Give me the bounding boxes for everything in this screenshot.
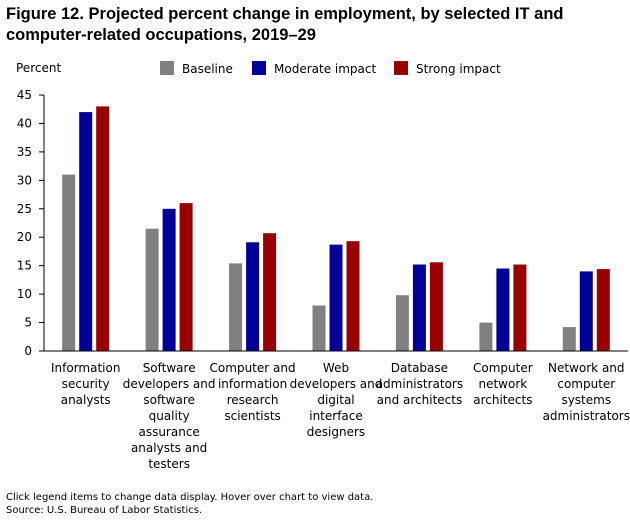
y-tick-label: 15	[17, 259, 32, 273]
legend-item-baseline[interactable]: Baseline	[160, 61, 233, 76]
bar-strong-impact[interactable]	[513, 264, 527, 352]
y-tick-label: 25	[17, 202, 32, 216]
bar-baseline[interactable]	[145, 228, 159, 351]
legend-label: Baseline	[182, 62, 233, 76]
x-category-label: Database administrators and architects	[376, 361, 463, 407]
bar-strong-impact[interactable]	[96, 106, 110, 352]
bar-moderate-impact[interactable]	[329, 244, 343, 351]
legend-item-strong-impact[interactable]: Strong impact	[394, 61, 501, 76]
x-category-label: Computer and information research scientist…	[210, 361, 296, 423]
bar-strong-impact[interactable]	[263, 233, 277, 351]
bar-baseline[interactable]	[62, 174, 76, 351]
y-tick-label: 35	[17, 145, 32, 159]
source-note: Source: U.S. Bureau of Labor Statistics.	[6, 504, 203, 516]
bar-moderate-impact[interactable]	[79, 112, 93, 351]
y-tick-label: 45	[17, 88, 32, 102]
y-tick-label: 5	[24, 316, 32, 330]
x-category-label: Information security analysts	[51, 361, 120, 407]
bar-strong-impact[interactable]	[179, 203, 193, 351]
y-axis: 0 5 10 15 20 25 30 35 40 45	[17, 88, 44, 358]
legend-swatch	[252, 61, 266, 75]
legend-label: Strong impact	[416, 62, 501, 76]
bar-baseline[interactable]	[312, 305, 326, 352]
y-tick-label: 30	[17, 173, 32, 187]
chart-title: Figure 12. Projected percent change in e…	[6, 5, 564, 44]
legend-swatch	[160, 61, 174, 75]
footnotes: Click legend items to change data displa…	[6, 492, 373, 517]
y-tick-label: 40	[17, 116, 32, 130]
bar-moderate-impact[interactable]	[496, 268, 510, 352]
x-category-label: Network and computer systems administrators	[543, 361, 630, 423]
y-tick-label: 0	[24, 344, 32, 358]
x-category-label: Computer network architects	[473, 361, 533, 407]
bar-baseline[interactable]	[395, 295, 409, 351]
legend[interactable]: Baseline Moderate impact Strong impact	[160, 61, 501, 76]
bar-strong-impact[interactable]	[346, 241, 360, 351]
bar-baseline[interactable]	[479, 322, 493, 351]
interaction-note: Click legend items to change data displa…	[6, 492, 374, 503]
legend-swatch	[394, 61, 408, 75]
y-tick-label: 10	[17, 287, 32, 301]
bar-baseline[interactable]	[562, 327, 576, 351]
x-category-label: Software developers and software quality ass…	[123, 361, 216, 471]
bar-moderate-impact[interactable]	[412, 264, 426, 352]
bar-moderate-impact[interactable]	[246, 242, 260, 351]
legend-item-moderate-impact[interactable]: Moderate impact	[252, 61, 376, 76]
bar-baseline[interactable]	[229, 263, 243, 351]
y-axis-label: Percent	[16, 61, 61, 75]
bar-moderate-impact[interactable]	[579, 271, 593, 351]
bar-strong-impact[interactable]	[429, 262, 443, 351]
bars[interactable]	[62, 106, 610, 352]
legend-label: Moderate impact	[274, 62, 376, 76]
bar-strong-impact[interactable]	[596, 269, 610, 351]
y-tick-label: 20	[17, 230, 32, 244]
x-category-label: Web developers and digital interface designe…	[290, 361, 383, 439]
bar-moderate-impact[interactable]	[162, 208, 176, 351]
